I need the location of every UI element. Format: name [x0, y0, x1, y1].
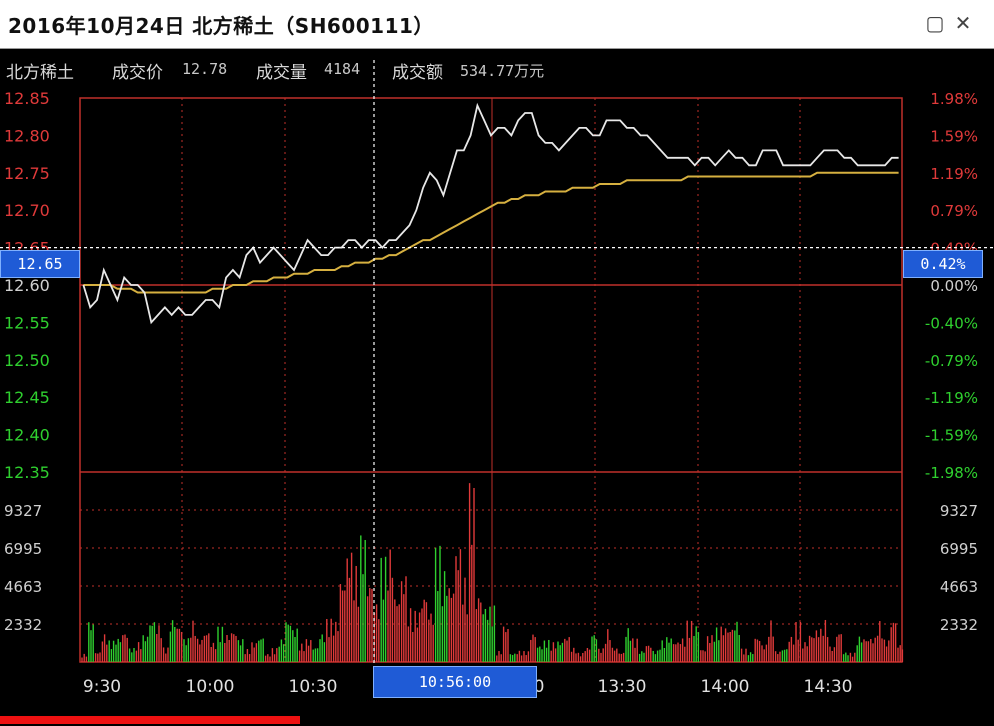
volume-tick-label: 9327 [4, 502, 42, 520]
average-price-line [83, 171, 899, 294]
price-tick-label: 12.55 [4, 313, 50, 332]
percent-tick-label: 0.00% [930, 277, 978, 295]
volume-value: 4184 [324, 60, 361, 78]
percent-tick-label: 1.19% [930, 165, 978, 183]
percent-tick-label: -1.19% [925, 389, 978, 407]
time-tick-label: 13:30 [598, 677, 647, 697]
percent-tick-label: 1.98% [930, 90, 978, 108]
price-tick-label: 12.80 [4, 126, 50, 145]
window-title: 2016年10月24日 北方稀土（SH600111） [8, 14, 434, 38]
quote-info-bar: 北方稀土 成交价 12.78 成交量 4184 成交额 534.77万元 [0, 56, 994, 84]
restore-icon[interactable]: ▢ [925, 11, 945, 35]
percent-tick-label: 0.79% [930, 202, 978, 220]
time-tick-label: 14:00 [701, 677, 750, 697]
window-titlebar: 2016年10月24日 北方稀土（SH600111） ▢ ✕ [0, 0, 994, 49]
price-tick-label: 12.85 [4, 89, 50, 108]
percent-tick-label: -0.79% [925, 352, 978, 370]
cursor-percent-badge: 0.42% [903, 250, 983, 278]
stock-name: 北方稀土 [6, 63, 74, 83]
cursor-price-badge: 12.65 [0, 250, 80, 278]
price-tick-label: 12.60 [4, 276, 50, 295]
price-label: 成交价 [112, 63, 163, 83]
price-tick-label: 12.45 [4, 388, 50, 407]
cursor-time-badge: 10:56:00 [373, 666, 537, 698]
volume-tick-label: 2332 [4, 616, 42, 634]
time-tick-label: 9:30 [83, 677, 121, 697]
percent-tick-label: -0.40% [925, 314, 978, 332]
price-value: 12.78 [182, 60, 228, 78]
status-red-bar [0, 716, 300, 724]
volume-tick-label: 4663 [4, 578, 42, 596]
close-icon[interactable]: ✕ [954, 11, 972, 35]
chart-frame [79, 97, 903, 663]
time-tick-label: 10:30 [289, 677, 338, 697]
price-tick-label: 12.50 [4, 351, 50, 370]
price-tick-label: 12.40 [4, 426, 50, 445]
price-line [82, 102, 899, 325]
percent-tick-label: -1.98% [925, 464, 978, 482]
amount-label: 成交额 [392, 63, 443, 83]
price-tick-label: 12.35 [4, 463, 50, 482]
time-tick-label: 10:00 [186, 677, 235, 697]
volume-tick-label: 6995 [4, 540, 42, 558]
price-tick-label: 12.75 [4, 164, 50, 183]
percent-tick-label: -1.59% [925, 427, 978, 445]
price-tick-label: 12.70 [4, 201, 50, 220]
percent-tick-label: 1.59% [930, 127, 978, 145]
volume-tick-label: 4663 [940, 578, 978, 596]
volume-tick-label: 2332 [940, 616, 978, 634]
volume-tick-label: 9327 [940, 502, 978, 520]
amount-value: 534.77万元 [460, 62, 545, 80]
volume-tick-label: 6995 [940, 540, 978, 558]
volume-label: 成交量 [256, 63, 307, 83]
time-tick-label: 14:30 [804, 677, 853, 697]
